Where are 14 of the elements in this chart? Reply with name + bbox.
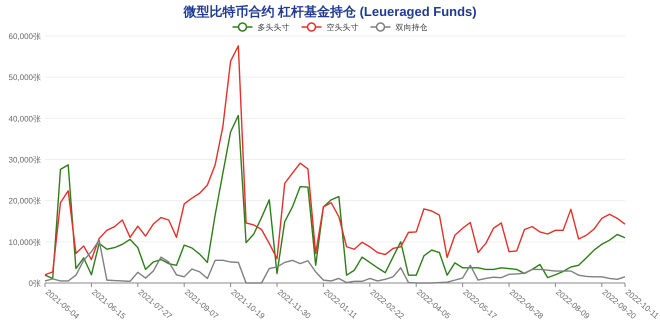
y-tick-label: 50,000张 — [8, 73, 41, 82]
line-series — [44, 45, 626, 276]
line-series — [44, 239, 626, 284]
chart-title: 微型比特币合约 杠杆基金持仓 (Leueraged Funds) — [182, 4, 477, 19]
y-tick-label: 30,000张 — [8, 156, 41, 164]
y-tick-label: 0张 — [28, 279, 41, 288]
legend-label: 多头头寸 — [258, 23, 290, 32]
y-tick-label: 10,000张 — [8, 238, 41, 247]
y-tick-label: 40,000张 — [8, 114, 41, 124]
y-tick-label: 60,000张 — [8, 32, 41, 41]
legend-label: 双向持仓 — [396, 23, 428, 32]
y-tick-label: 20,000张 — [8, 196, 41, 206]
line-series — [44, 114, 626, 280]
legend-label: 空头头寸 — [326, 23, 358, 32]
